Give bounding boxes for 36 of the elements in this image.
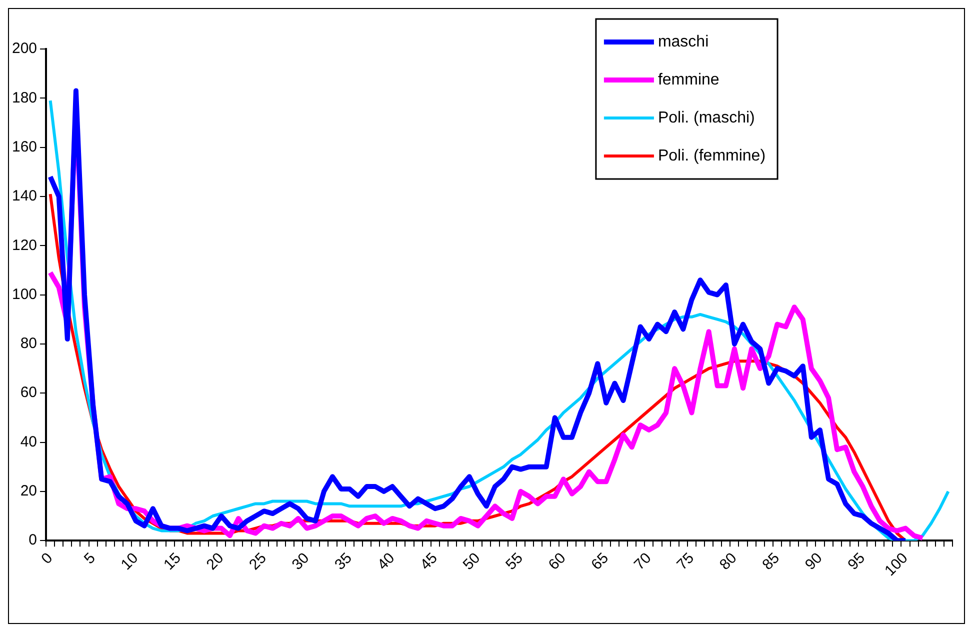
y-tick-label: 20 bbox=[20, 482, 38, 500]
x-tick-label: 95 bbox=[844, 550, 868, 574]
x-tick-label: 45 bbox=[417, 550, 441, 574]
x-tick-label: 60 bbox=[545, 550, 570, 574]
x-tick-label: 5 bbox=[80, 550, 99, 568]
x-tick-label: 80 bbox=[716, 550, 740, 574]
x-tick-label: 75 bbox=[674, 550, 698, 574]
x-tick-label: 30 bbox=[288, 550, 313, 574]
y-tick-label: 180 bbox=[12, 89, 38, 106]
x-tick-label: 10 bbox=[118, 550, 142, 574]
y-tick-label: 40 bbox=[20, 433, 38, 450]
x-tick-label: 40 bbox=[374, 550, 398, 574]
x-tick-label: 85 bbox=[759, 550, 783, 574]
legend-label: Poli. (femmine) bbox=[658, 147, 766, 164]
y-tick-label: 140 bbox=[12, 188, 38, 205]
x-tick-label: 35 bbox=[332, 550, 356, 574]
y-tick-label: 120 bbox=[12, 236, 38, 254]
x-tick-label: 50 bbox=[460, 550, 484, 574]
x-tick-label: 65 bbox=[588, 550, 612, 574]
y-tick-label: 200 bbox=[12, 40, 38, 58]
x-tick-label: 15 bbox=[160, 550, 184, 574]
y-tick-label: 0 bbox=[28, 532, 38, 549]
x-tick-label: 55 bbox=[502, 550, 526, 574]
x-tick-label: 100 bbox=[882, 550, 912, 580]
legend-label: femmine bbox=[658, 71, 720, 88]
y-tick-label: 160 bbox=[12, 138, 38, 156]
x-tick-label: 25 bbox=[246, 550, 270, 574]
x-tick-label: 0 bbox=[38, 550, 56, 568]
x-tick-label: 90 bbox=[802, 550, 826, 574]
y-tick-label: 100 bbox=[12, 286, 38, 303]
y-tick-label: 80 bbox=[20, 335, 38, 352]
x-tick-label: 70 bbox=[630, 550, 655, 574]
legend-label: maschi bbox=[658, 33, 709, 50]
legend-label: Poli. (maschi) bbox=[658, 109, 755, 126]
x-tick-label: 20 bbox=[203, 550, 228, 574]
y-tick-label: 60 bbox=[20, 384, 38, 402]
